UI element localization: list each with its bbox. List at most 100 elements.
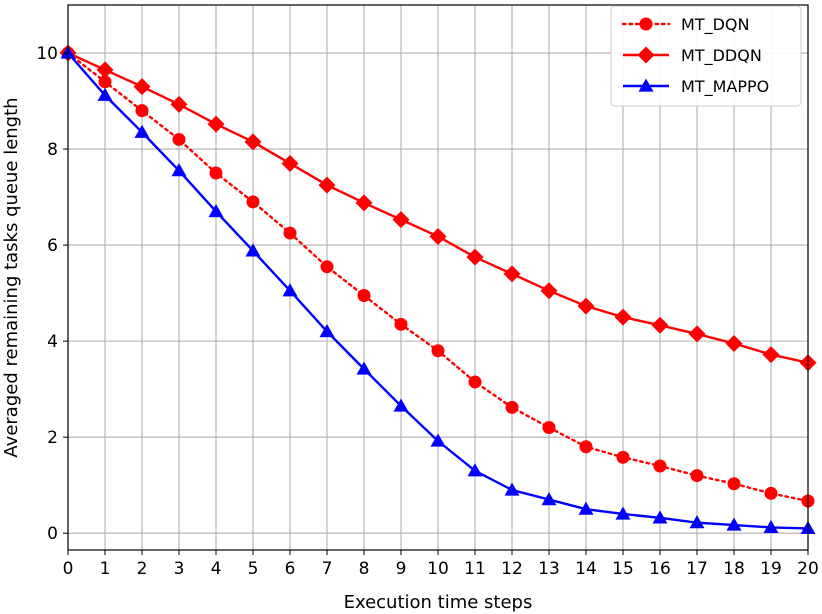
data-point-mt-dqn (283, 226, 297, 240)
data-point-mt-mappo (541, 492, 557, 506)
data-point-mt-ddqn (355, 194, 373, 212)
data-point-mt-mappo (356, 361, 372, 375)
x-tick-label: 7 (322, 559, 333, 579)
data-point-mt-dqn (246, 195, 260, 209)
data-point-mt-dqn (727, 477, 741, 491)
data-point-mt-dqn (764, 486, 778, 500)
data-point-mt-ddqn (688, 325, 706, 343)
data-point-mt-dqn (394, 317, 408, 331)
data-point-mt-mappo (393, 398, 409, 412)
y-tick-label: 2 (47, 428, 58, 448)
data-point-mt-ddqn (170, 95, 188, 113)
y-tick-label: 10 (36, 44, 58, 64)
data-point-mt-mappo (134, 124, 150, 138)
data-point-mt-ddqn (318, 176, 336, 194)
x-tick-label: 14 (575, 559, 597, 579)
data-point-mt-mappo (467, 463, 483, 477)
x-tick-label: 4 (211, 559, 222, 579)
data-point-mt-mappo (319, 324, 335, 338)
legend-label-mt-dqn: MT_DQN (681, 15, 749, 35)
data-point-mt-mappo (652, 510, 668, 524)
legend-marker-mt-ddqn (637, 46, 655, 64)
data-point-mt-mappo (578, 501, 594, 515)
data-point-mt-mappo (245, 243, 261, 257)
data-point-mt-ddqn (577, 297, 595, 315)
data-point-mt-dqn (616, 450, 630, 464)
data-point-mt-dqn (320, 260, 334, 274)
x-tick-label: 5 (248, 559, 259, 579)
data-point-mt-ddqn (614, 308, 632, 326)
data-point-mt-ddqn (244, 133, 262, 151)
x-tick-label: 12 (501, 559, 523, 579)
y-axis-label: Averaged remaining tasks queue length (1, 97, 22, 457)
data-point-mt-ddqn (96, 61, 114, 79)
data-point-mt-ddqn (207, 115, 225, 133)
x-tick-label: 17 (686, 559, 708, 579)
data-point-mt-dqn (431, 344, 445, 358)
data-point-mt-mappo (615, 506, 631, 520)
legend-marker-mt-dqn (639, 17, 653, 31)
data-point-mt-ddqn (392, 211, 410, 229)
data-point-mt-mappo (763, 519, 779, 534)
y-tick-label: 8 (47, 140, 58, 160)
data-point-mt-ddqn (466, 248, 484, 266)
data-point-mt-mappo (430, 433, 446, 447)
y-tick-label: 0 (47, 524, 58, 544)
legend-label-mt-mappo: MT_MAPPO (681, 77, 769, 97)
data-point-mt-dqn (98, 75, 112, 89)
x-tick-label: 18 (723, 559, 745, 579)
x-tick-label: 16 (649, 559, 671, 579)
data-point-mt-dqn (468, 375, 482, 389)
data-point-mt-mappo (171, 163, 187, 177)
data-point-mt-dqn (542, 421, 556, 435)
legend-box (610, 5, 802, 107)
legend-item-mt-ddqn: MT_DDQN (623, 46, 762, 66)
x-tick-label: 8 (359, 559, 370, 579)
x-tick-label: 0 (63, 559, 74, 579)
data-point-mt-dqn (505, 400, 519, 414)
x-tick-label: 3 (174, 559, 185, 579)
series-mt-ddqn (59, 44, 817, 372)
y-tick-label: 6 (47, 236, 58, 256)
legend-item-mt-dqn: MT_DQN (621, 15, 749, 35)
data-point-mt-dqn (653, 459, 667, 473)
data-point-mt-dqn (172, 132, 186, 146)
data-point-mt-ddqn (651, 316, 669, 334)
x-tick-label: 2 (137, 559, 148, 579)
legend-marker-mt-mappo (638, 78, 654, 92)
data-point-mt-ddqn (133, 78, 151, 96)
x-tick-label: 15 (612, 559, 634, 579)
data-point-mt-ddqn (429, 227, 447, 245)
y-tick-label: 4 (47, 332, 58, 352)
data-point-mt-mappo (726, 517, 742, 531)
data-point-mt-ddqn (503, 265, 521, 283)
data-point-mt-ddqn (725, 335, 743, 353)
x-tick-label: 19 (760, 559, 782, 579)
data-point-mt-mappo (97, 87, 113, 101)
legend-item-mt-mappo: MT_MAPPO (623, 77, 769, 97)
x-tick-label: 9 (396, 559, 407, 579)
data-point-mt-mappo (282, 283, 298, 297)
x-axis-label: Execution time steps (344, 592, 533, 613)
data-point-mt-mappo (504, 482, 520, 496)
data-point-mt-ddqn (540, 282, 558, 300)
data-point-mt-dqn (357, 289, 371, 303)
x-tick-label: 1 (100, 559, 111, 579)
data-point-mt-ddqn (762, 346, 780, 364)
data-point-mt-dqn (690, 469, 704, 483)
data-point-mt-dqn (135, 104, 149, 118)
legend-label-mt-ddqn: MT_DDQN (681, 46, 762, 66)
data-point-mt-dqn (579, 440, 593, 454)
x-tick-label: 6 (285, 559, 296, 579)
data-point-mt-mappo (689, 515, 705, 529)
x-tick-label: 13 (538, 559, 560, 579)
x-tick-label: 20 (797, 559, 819, 579)
data-point-mt-mappo (208, 203, 224, 218)
data-point-mt-ddqn (281, 154, 299, 172)
x-tick-label: 10 (427, 559, 449, 579)
x-tick-label: 11 (464, 559, 486, 579)
data-point-mt-dqn (209, 166, 223, 180)
legend: MT_DQN MT_DDQN MT_MAPPO (610, 5, 802, 107)
